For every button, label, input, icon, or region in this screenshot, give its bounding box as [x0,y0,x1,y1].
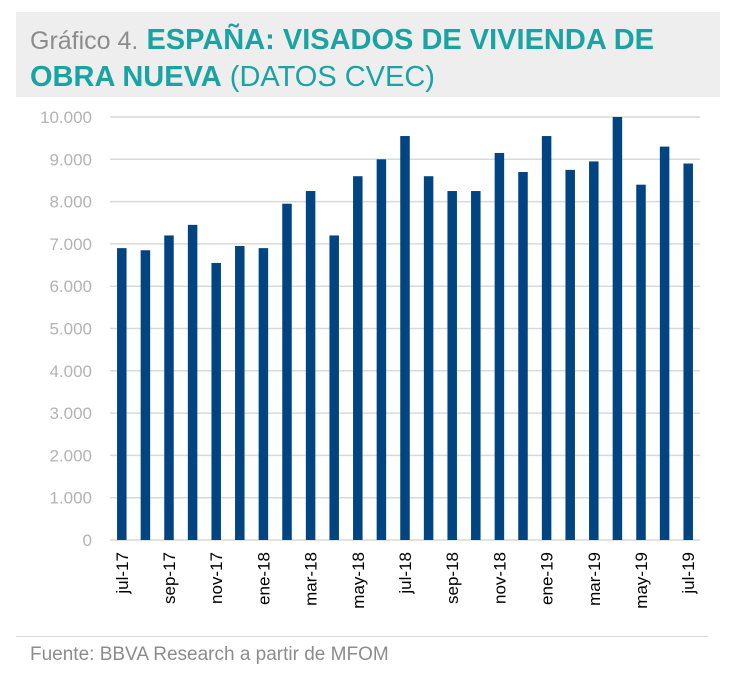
chart-subtitle: (DATOS CVEC) [229,61,435,93]
bar-feb-18 [282,203,292,540]
chart-header: Gráfico 4. ESPAÑA: VISADOS DE VIVIENDA D… [16,12,720,97]
x-tick-label: ene-19 [538,552,557,605]
bar-ene-19 [541,136,552,540]
bar-abr-18 [329,235,339,540]
footer-divider [16,636,708,637]
bar-may-19 [636,184,646,540]
bar-jul-17 [117,248,127,540]
y-tick-label: 6.000 [49,277,92,296]
bar-abr-19 [612,117,623,540]
bar-sep-17 [164,235,174,540]
chart-title: ESPAÑA: VISADOS DE VIVIENDA DE OBRA NUEV… [30,24,655,93]
bar-jul-19 [683,163,693,540]
bar-oct-17 [187,224,198,540]
y-tick-label: 1.000 [49,489,92,508]
y-tick-label: 7.000 [49,235,92,254]
bar-jun-19 [659,146,670,541]
x-tick-label: ene-18 [254,552,273,605]
bar-sep-18 [447,191,457,540]
x-tick-label: jul-18 [396,552,415,595]
chart-number: Gráfico 4. [30,27,139,55]
y-tick-label: 4.000 [49,362,92,381]
y-tick-label: 10.000 [40,108,92,127]
x-tick-label: jul-17 [113,552,132,595]
bar-jul-18 [400,136,410,540]
y-tick-label: 5.000 [49,320,92,339]
bar-oct-18 [471,191,481,540]
bar-may-18 [353,176,363,540]
y-tick-label: 9.000 [49,150,92,169]
x-tick-label: may-18 [349,552,368,609]
bar-chart: 0 1.000 2.000 3.000 4.000 5.000 6.000 7.000 8.00… [40,108,700,609]
bar-ago-17 [140,250,151,540]
bar-ene-18 [258,248,269,540]
bar-jun-18 [376,159,387,541]
y-tick-label: 2.000 [49,446,92,465]
y-tick-label: 3.000 [49,404,92,423]
bar-feb-19 [565,169,575,540]
bar-dic-17 [235,246,245,540]
source-note: Fuente: BBVA Research a partir de MFOM [30,644,389,665]
bar-nov-17 [211,262,221,540]
x-tick-label: jul-19 [679,552,698,595]
bar-dic-18 [518,171,528,540]
bar-mar-18 [305,191,316,540]
x-tick-label: may-19 [632,552,651,609]
bar-nov-18 [494,152,505,540]
x-tick-label: sep-18 [443,552,462,604]
y-tick-label: 8.000 [49,193,92,212]
x-tick-label: nov-17 [207,552,226,604]
x-tick-label: mar-19 [585,552,604,606]
bar-mar-19 [589,161,599,540]
x-tick-label: sep-17 [160,552,179,604]
y-tick-label: 0 [83,531,92,550]
bar-ago-18 [423,176,434,540]
x-tick-label: mar-18 [302,552,321,606]
x-tick-label: nov-18 [490,552,509,604]
